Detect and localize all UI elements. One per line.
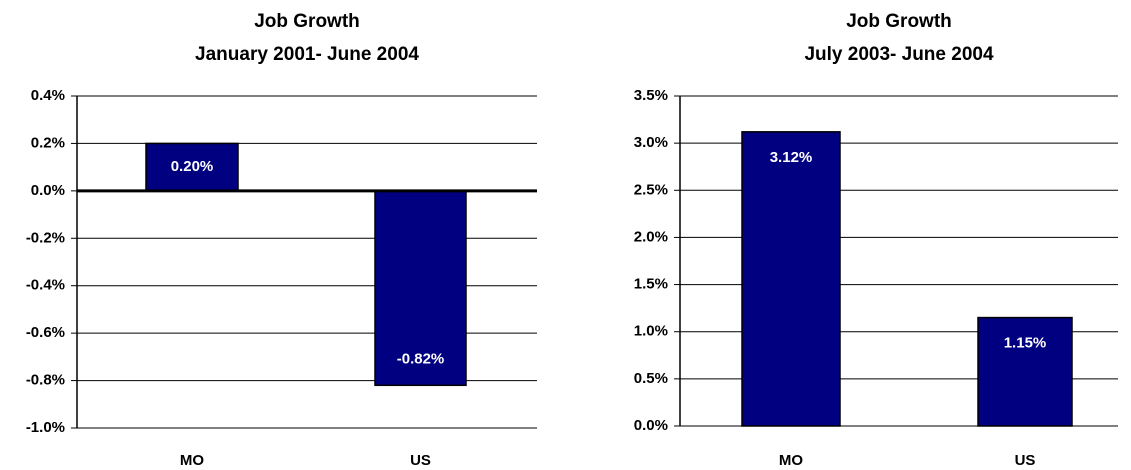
x-tick-label: MO xyxy=(779,452,803,469)
value-label: 3.12% xyxy=(770,149,813,166)
y-tick-label: -0.8% xyxy=(26,372,65,389)
bar xyxy=(741,131,841,427)
bar xyxy=(977,316,1073,427)
y-tick-label: 0.5% xyxy=(634,370,668,387)
y-tick-label: 0.0% xyxy=(31,182,65,199)
x-tick-label: MO xyxy=(180,452,204,469)
y-tick-label: -0.2% xyxy=(26,229,65,246)
y-tick-label: -0.4% xyxy=(26,277,65,294)
x-tick-label: US xyxy=(1015,452,1036,469)
bar xyxy=(374,190,467,387)
y-tick-label: -1.0% xyxy=(26,419,65,436)
value-label: -0.82% xyxy=(397,350,445,367)
y-tick-label: 0.4% xyxy=(31,87,65,104)
chart-subtitle: January 2001- June 2004 xyxy=(195,44,419,65)
y-tick-label: 3.5% xyxy=(634,87,668,104)
x-tick-label: US xyxy=(410,452,431,469)
chart-subtitle: July 2003- June 2004 xyxy=(804,44,993,65)
y-tick-label: 3.0% xyxy=(634,134,668,151)
chart-title: Job Growth xyxy=(254,11,360,32)
bar xyxy=(145,142,239,192)
chart-title: Job Growth xyxy=(846,11,952,32)
value-label: 1.15% xyxy=(1004,335,1047,352)
y-tick-label: 0.0% xyxy=(634,417,668,434)
y-tick-label: 1.0% xyxy=(634,323,668,340)
value-label: 0.20% xyxy=(171,158,214,175)
y-tick-label: -0.6% xyxy=(26,324,65,341)
y-tick-label: 2.5% xyxy=(634,181,668,198)
y-tick-label: 1.5% xyxy=(634,276,668,293)
y-tick-label: 2.0% xyxy=(634,228,668,245)
y-tick-label: 0.2% xyxy=(31,134,65,151)
